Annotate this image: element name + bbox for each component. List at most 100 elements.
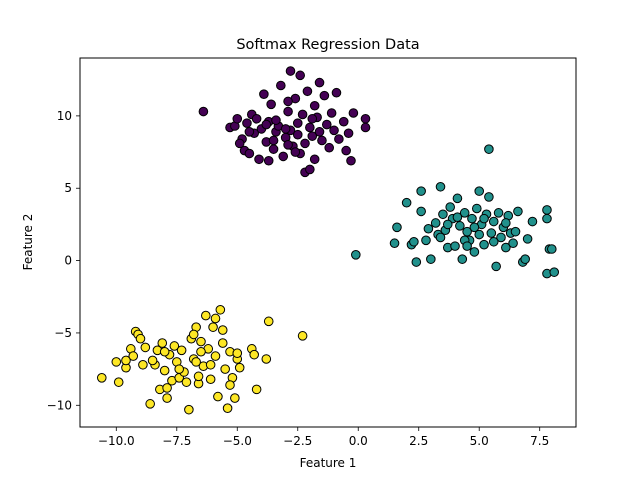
data-point	[462, 226, 472, 237]
points-layer	[96, 66, 560, 415]
data-point	[469, 247, 480, 257]
data-point	[496, 232, 506, 243]
data-point	[213, 391, 223, 402]
data-point	[435, 181, 446, 192]
data-point	[452, 193, 463, 204]
data-point	[230, 393, 240, 403]
data-point	[329, 125, 339, 136]
data-point	[244, 148, 255, 159]
data-point	[484, 144, 494, 154]
data-point	[452, 212, 463, 222]
data-point	[174, 364, 184, 374]
data-point	[198, 106, 209, 117]
data-point	[295, 70, 305, 81]
data-point	[140, 342, 151, 353]
data-point	[181, 377, 192, 387]
data-point	[234, 138, 245, 149]
data-point	[321, 119, 332, 130]
data-point	[113, 377, 124, 387]
data-point	[162, 393, 172, 403]
x-axis: −10.0 −7.5 −5.0 −2.5 0.0 2.5 5.0 7.5	[98, 427, 549, 448]
data-point	[297, 109, 308, 120]
x-tick-label: −5.0	[223, 434, 252, 448]
y-tick-label: 10	[57, 109, 72, 123]
data-point	[145, 399, 155, 409]
data-point	[249, 349, 259, 360]
data-point	[162, 383, 172, 393]
data-point	[314, 127, 325, 137]
data-point	[111, 357, 122, 367]
x-tick-label: 7.5	[530, 434, 549, 448]
data-point	[305, 164, 315, 175]
data-point	[307, 113, 318, 124]
data-point	[196, 336, 206, 347]
data-point	[542, 213, 552, 224]
data-point	[184, 404, 194, 415]
data-point	[283, 140, 293, 150]
data-point	[346, 155, 356, 166]
data-point	[128, 351, 139, 361]
data-point	[491, 261, 501, 272]
data-point	[266, 99, 276, 110]
data-point	[210, 313, 221, 324]
data-point	[435, 232, 446, 243]
data-point	[501, 218, 511, 228]
data-point	[508, 238, 518, 249]
data-point	[472, 203, 482, 214]
data-point	[542, 205, 552, 215]
data-point	[147, 355, 158, 366]
data-point	[300, 138, 310, 149]
data-point	[488, 236, 499, 247]
data-point	[445, 202, 455, 212]
data-point	[217, 325, 228, 335]
data-point	[462, 241, 472, 251]
x-tick-label: −10.0	[98, 434, 135, 448]
data-point	[254, 154, 264, 165]
data-point	[234, 362, 245, 373]
data-point	[292, 118, 303, 128]
data-point	[421, 235, 431, 246]
data-point	[283, 106, 293, 117]
data-point	[438, 209, 448, 220]
x-axis-title: Feature 1	[300, 456, 357, 470]
x-tick-label: 0.0	[349, 434, 368, 448]
data-point	[208, 322, 218, 332]
data-point	[232, 113, 243, 124]
data-point	[469, 222, 480, 233]
chart-title: Softmax Regression Data	[236, 37, 419, 53]
data-point	[188, 329, 199, 340]
data-point	[159, 365, 170, 376]
data-point	[205, 374, 216, 385]
data-point	[251, 384, 262, 395]
data-point	[479, 213, 489, 224]
x-tick-label: 2.5	[409, 434, 428, 448]
y-tick-label: 5	[64, 181, 72, 195]
data-point	[416, 206, 426, 217]
data-point	[479, 239, 489, 250]
data-point	[501, 242, 511, 253]
data-point	[232, 348, 243, 359]
x-tick-label: −7.5	[162, 434, 191, 448]
data-point	[290, 147, 301, 157]
data-point	[309, 100, 320, 111]
data-point	[280, 124, 291, 134]
data-point	[467, 213, 477, 224]
data-point	[225, 380, 235, 390]
data-point	[488, 216, 499, 227]
data-point	[455, 221, 465, 231]
data-point	[261, 354, 272, 364]
data-point	[196, 346, 206, 357]
data-point	[409, 236, 419, 247]
data-point	[341, 145, 351, 156]
data-point	[343, 128, 354, 139]
data-point	[169, 341, 180, 351]
data-point	[338, 116, 349, 127]
data-point	[416, 186, 426, 196]
data-point	[292, 129, 303, 140]
data-point	[457, 254, 468, 264]
data-point	[205, 359, 216, 370]
data-point	[326, 108, 337, 118]
data-point	[392, 222, 402, 233]
data-point	[201, 310, 211, 321]
